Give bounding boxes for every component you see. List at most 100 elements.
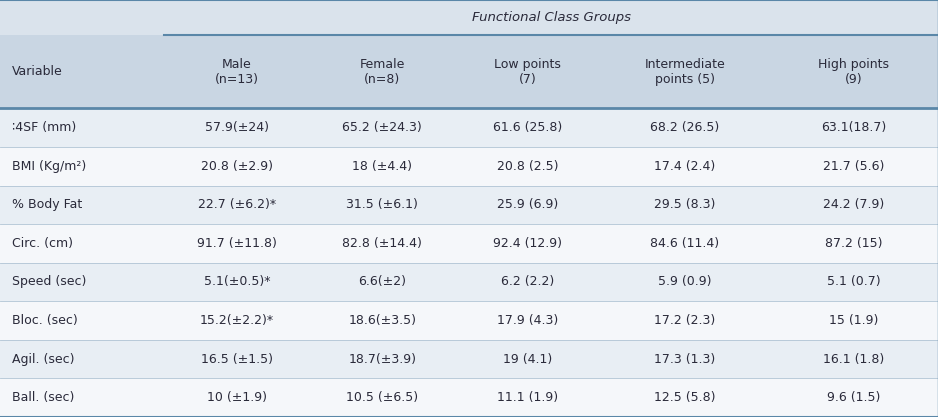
- Bar: [310, 340, 455, 379]
- Bar: [600, 301, 769, 340]
- Text: 84.6 (11.4): 84.6 (11.4): [650, 237, 719, 250]
- Bar: [769, 147, 938, 186]
- Text: 57.9(±24): 57.9(±24): [204, 121, 269, 134]
- Text: 6.2 (2.2): 6.2 (2.2): [501, 276, 554, 289]
- Bar: [769, 186, 938, 224]
- Bar: [164, 340, 310, 379]
- Text: 10.5 (±6.5): 10.5 (±6.5): [346, 391, 418, 404]
- Text: 21.7 (5.6): 21.7 (5.6): [823, 160, 885, 173]
- Text: 17.9 (4.3): 17.9 (4.3): [497, 314, 558, 327]
- Bar: [0, 379, 164, 417]
- Text: 16.5 (±1.5): 16.5 (±1.5): [201, 353, 273, 366]
- Bar: [310, 301, 455, 340]
- Text: Circ. (cm): Circ. (cm): [12, 237, 73, 250]
- Bar: [0, 0, 164, 35]
- Text: Male
(n=13): Male (n=13): [215, 58, 259, 86]
- Text: Ball. (sec): Ball. (sec): [12, 391, 74, 404]
- Bar: [164, 379, 310, 417]
- Text: Functional Class Groups: Functional Class Groups: [472, 11, 630, 24]
- Text: 25.9 (6.9): 25.9 (6.9): [497, 198, 558, 211]
- Bar: [769, 35, 938, 108]
- Bar: [310, 35, 455, 108]
- Text: Low points
(7): Low points (7): [494, 58, 561, 86]
- Bar: [455, 379, 600, 417]
- Bar: [769, 108, 938, 147]
- Bar: [600, 224, 769, 263]
- Text: Intermediate
points (5): Intermediate points (5): [644, 58, 725, 86]
- Text: Variable: Variable: [12, 65, 63, 78]
- Bar: [310, 379, 455, 417]
- Bar: [310, 186, 455, 224]
- Bar: [164, 263, 310, 301]
- Bar: [769, 340, 938, 379]
- Text: 18 (±4.4): 18 (±4.4): [353, 160, 412, 173]
- Text: 63.1(18.7): 63.1(18.7): [821, 121, 886, 134]
- Bar: [164, 147, 310, 186]
- Bar: [600, 379, 769, 417]
- Text: Speed (sec): Speed (sec): [12, 276, 86, 289]
- Text: 68.2 (26.5): 68.2 (26.5): [650, 121, 719, 134]
- Bar: [0, 186, 164, 224]
- Bar: [769, 379, 938, 417]
- Text: 11.1 (1.9): 11.1 (1.9): [497, 391, 558, 404]
- Bar: [600, 186, 769, 224]
- Bar: [769, 301, 938, 340]
- Text: 16.1 (1.8): 16.1 (1.8): [823, 353, 885, 366]
- Bar: [455, 224, 600, 263]
- Bar: [455, 263, 600, 301]
- Text: High points
(9): High points (9): [818, 58, 889, 86]
- Bar: [455, 35, 600, 108]
- Bar: [0, 35, 164, 108]
- Bar: [455, 108, 600, 147]
- Text: 87.2 (15): 87.2 (15): [825, 237, 883, 250]
- Text: 5.1(±0.5)*: 5.1(±0.5)*: [204, 276, 270, 289]
- Text: 6.6(±2): 6.6(±2): [358, 276, 406, 289]
- Bar: [0, 263, 164, 301]
- Bar: [310, 263, 455, 301]
- Text: % Body Fat: % Body Fat: [12, 198, 83, 211]
- Text: 91.7 (±11.8): 91.7 (±11.8): [197, 237, 277, 250]
- Text: 10 (±1.9): 10 (±1.9): [207, 391, 266, 404]
- Text: 65.2 (±24.3): 65.2 (±24.3): [342, 121, 422, 134]
- Bar: [600, 108, 769, 147]
- Bar: [455, 186, 600, 224]
- Text: 15.2(±2.2)*: 15.2(±2.2)*: [200, 314, 274, 327]
- Bar: [455, 301, 600, 340]
- Bar: [310, 108, 455, 147]
- Text: 5.1 (0.7): 5.1 (0.7): [826, 276, 881, 289]
- Bar: [164, 186, 310, 224]
- Text: 31.5 (±6.1): 31.5 (±6.1): [346, 198, 418, 211]
- Bar: [600, 147, 769, 186]
- Text: 18.7(±3.9): 18.7(±3.9): [348, 353, 416, 366]
- Text: 29.5 (8.3): 29.5 (8.3): [654, 198, 716, 211]
- Bar: [164, 224, 310, 263]
- Text: 82.8 (±14.4): 82.8 (±14.4): [342, 237, 422, 250]
- Bar: [310, 224, 455, 263]
- Bar: [0, 340, 164, 379]
- Bar: [0, 147, 164, 186]
- Bar: [164, 0, 938, 35]
- Text: 15 (1.9): 15 (1.9): [829, 314, 878, 327]
- Bar: [0, 224, 164, 263]
- Text: Agil. (sec): Agil. (sec): [12, 353, 75, 366]
- Text: 20.8 (±2.9): 20.8 (±2.9): [201, 160, 273, 173]
- Bar: [455, 340, 600, 379]
- Text: 12.5 (5.8): 12.5 (5.8): [654, 391, 716, 404]
- Bar: [769, 263, 938, 301]
- Text: 19 (4.1): 19 (4.1): [503, 353, 552, 366]
- Bar: [769, 224, 938, 263]
- Text: 61.6 (25.8): 61.6 (25.8): [493, 121, 562, 134]
- Text: 22.7 (±6.2)*: 22.7 (±6.2)*: [198, 198, 276, 211]
- Text: Bloc. (sec): Bloc. (sec): [12, 314, 78, 327]
- Bar: [164, 301, 310, 340]
- Text: BMI (Kg/m²): BMI (Kg/m²): [12, 160, 86, 173]
- Bar: [0, 301, 164, 340]
- Text: 5.9 (0.9): 5.9 (0.9): [658, 276, 712, 289]
- Text: 17.4 (2.4): 17.4 (2.4): [654, 160, 716, 173]
- Text: 17.2 (2.3): 17.2 (2.3): [654, 314, 716, 327]
- Bar: [600, 263, 769, 301]
- Bar: [600, 35, 769, 108]
- Text: 92.4 (12.9): 92.4 (12.9): [493, 237, 562, 250]
- Bar: [0, 108, 164, 147]
- Text: 18.6(±3.5): 18.6(±3.5): [348, 314, 416, 327]
